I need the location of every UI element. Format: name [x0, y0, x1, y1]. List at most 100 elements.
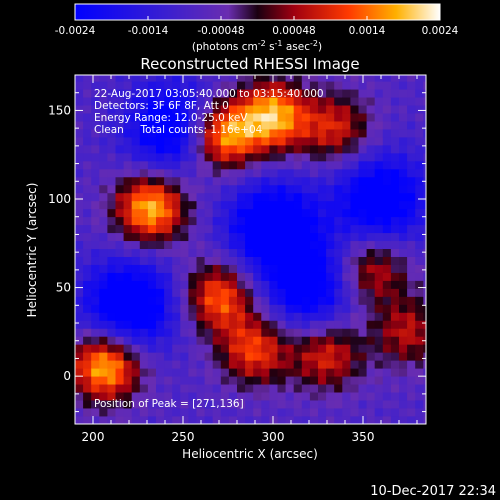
heatmap-cell	[212, 368, 222, 377]
heatmap-cell	[269, 256, 278, 265]
heatmap-cell	[301, 344, 311, 353]
annotation-energy-range: Energy Range: 12.0-25.0 keV	[94, 112, 248, 124]
heatmap-cell	[269, 368, 278, 377]
heatmap-cell	[220, 97, 230, 106]
heatmap-cell	[139, 416, 149, 424]
heatmap-cell	[107, 376, 116, 385]
heatmap-cell	[374, 296, 384, 305]
heatmap-cell	[196, 97, 205, 106]
heatmap-cell	[342, 208, 351, 218]
heatmap-cell	[253, 200, 262, 210]
heatmap-cell	[237, 320, 246, 329]
heatmap-cell	[164, 121, 173, 130]
heatmap-cell	[253, 416, 262, 424]
heatmap-cell	[164, 75, 173, 82]
heatmap-cell	[293, 168, 303, 178]
heatmap-cell	[83, 192, 92, 202]
heatmap-cell	[115, 368, 124, 377]
heatmap-cell	[147, 137, 157, 146]
heatmap-cell	[326, 368, 335, 377]
heatmap-cell	[188, 168, 197, 178]
heatmap-cell	[374, 160, 384, 170]
heatmap-cell	[115, 336, 124, 345]
heatmap-cell	[156, 368, 165, 377]
heatmap-cell	[253, 352, 262, 361]
heatmap-cell	[358, 129, 367, 138]
heatmap-cell	[407, 296, 416, 305]
heatmap-cell	[139, 288, 149, 297]
heatmap-cell	[423, 248, 426, 257]
heatmap-cell	[172, 144, 181, 154]
heatmap-cell	[285, 328, 295, 337]
heatmap-cell	[318, 304, 327, 313]
heatmap-cell	[131, 264, 141, 273]
heatmap-cell	[172, 416, 181, 424]
heatmap-cell	[237, 360, 246, 369]
heatmap-cell	[366, 368, 376, 377]
heatmap-cell	[334, 208, 343, 218]
heatmap-cell	[390, 89, 400, 98]
heatmap-cell	[212, 416, 222, 424]
heatmap-cell	[318, 176, 327, 186]
heatmap-cell	[390, 105, 400, 114]
heatmap-cell	[277, 352, 286, 361]
heatmap-cell	[204, 416, 214, 424]
heatmap-cell	[131, 224, 141, 234]
heatmap-cell	[293, 144, 303, 154]
heatmap-cell	[188, 320, 197, 329]
heatmap-cell	[99, 89, 108, 98]
heatmap-cell	[407, 360, 416, 369]
heatmap-cell	[196, 384, 205, 393]
heatmap-cell	[301, 75, 311, 82]
heatmap-cell	[131, 160, 141, 170]
heatmap-cell	[309, 288, 319, 297]
heatmap-cell	[261, 113, 270, 122]
heatmap-cell	[172, 200, 181, 210]
heatmap-cell	[139, 240, 149, 250]
heatmap-cell	[131, 129, 141, 138]
heatmap-cell	[228, 360, 238, 369]
heatmap-cell	[156, 320, 165, 329]
heatmap-cell	[277, 304, 286, 313]
heatmap-cell	[407, 75, 416, 82]
heatmap-cell	[147, 344, 157, 353]
heatmap-cell	[220, 368, 230, 377]
heatmap-cell	[131, 75, 141, 82]
heatmap-cell	[399, 400, 408, 409]
heatmap-cell	[326, 400, 335, 409]
heatmap-cell	[147, 144, 157, 154]
heatmap-cell	[172, 352, 181, 361]
heatmap-cell	[334, 288, 343, 297]
heatmap-cell	[196, 280, 205, 289]
heatmap-cell	[91, 105, 100, 114]
heatmap-cell	[188, 240, 197, 250]
heatmap-cell	[83, 232, 92, 242]
heatmap-cell	[326, 360, 335, 369]
heatmap-cell	[99, 344, 108, 353]
heatmap-image	[75, 75, 426, 424]
heatmap-cell	[107, 368, 116, 377]
heatmap-cell	[196, 216, 205, 226]
heatmap-cell	[309, 392, 319, 401]
heatmap-cell	[180, 232, 189, 242]
heatmap-cell	[399, 416, 408, 424]
heatmap-cell	[123, 368, 133, 377]
heatmap-cell	[399, 192, 408, 202]
heatmap-cell	[91, 408, 100, 417]
heatmap-cell	[301, 168, 311, 178]
heatmap-cell	[309, 81, 319, 90]
heatmap-cell	[366, 272, 376, 281]
heatmap-cell	[139, 344, 149, 353]
heatmap-cell	[366, 97, 376, 106]
heatmap-cell	[326, 312, 335, 321]
heatmap-cell	[301, 89, 311, 98]
heatmap-cell	[301, 224, 311, 234]
heatmap-cell	[156, 232, 165, 242]
heatmap-cell	[91, 360, 100, 369]
heatmap-cell	[212, 320, 222, 329]
heatmap-cell	[309, 384, 319, 393]
heatmap-cell	[318, 400, 327, 409]
heatmap-cell	[147, 81, 157, 90]
heatmap-cell	[407, 105, 416, 114]
heatmap-cell	[423, 216, 426, 226]
